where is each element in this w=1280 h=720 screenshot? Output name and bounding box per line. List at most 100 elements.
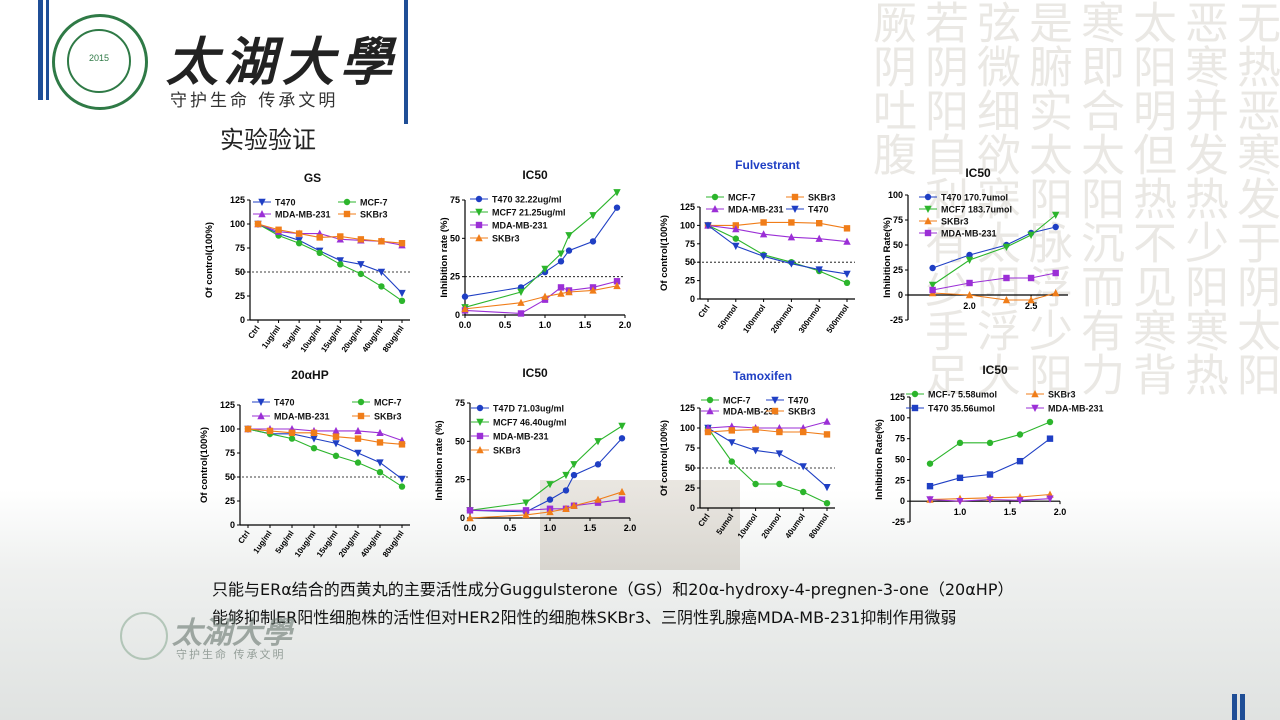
series-line-t470 [707,427,828,488]
series-line-mda-mb-231 [707,421,828,429]
legend-label-mcf-7: MCF-7 [728,193,756,203]
chart-gs-ic50: IC50 0 25 50 75 Inhibition rate (%) 0.0 0.5 1.0 1… [439,168,631,330]
series-line-mda-mb-231 [707,224,848,243]
data-point-skbr3 [288,429,296,437]
x-tick-label: 100nmol [741,303,767,335]
chart-fulvestrant-ic50: IC50 -25 0 25 50 75 100 Inhibition Rate(%) 2.0 2.… [882,166,1068,325]
y-axis-label: Inhibition Rate(%) [874,419,885,500]
caption-line-2: 能够抑制ER阳性细胞株的活性但对HER2阳性的细胞株SKBr3、三阴性乳腺癌MD… [212,608,957,627]
x-tick-label: 1.5 [579,320,592,330]
background-calligraphy: 无热恶寒发于阴太阳恶寒并发热少阳寒热太阳明但热不见寒背寒即合太阳沉而有力是腑实太… [865,0,1280,396]
watermark-university-name: 太湖大學 [172,616,292,651]
x-tick-label: 1.5 [584,523,597,533]
data-point-mcf-7 [926,460,934,467]
data-point-mda-mb-231 [815,234,823,242]
data-point-skbr3 [378,238,385,245]
data-point-mcf7 [570,461,578,469]
y-tick-label: 100 [220,424,235,434]
x-tick-label: 500nmol [825,303,851,335]
data-point-t470 [1016,457,1024,465]
data-point-skbr3 [517,298,525,306]
y-tick-label: 75 [685,239,695,249]
x-tick-label: 50nmol [716,303,739,331]
legend-marker-t470 [911,404,919,412]
series-line-skbr3 [247,428,403,445]
y-tick-label: 0 [240,315,245,325]
y-tick-label: 25 [455,475,465,485]
legend-label-t470: T470 [808,205,829,215]
legend-marker-t470 [257,398,265,406]
y-tick-label: 0 [230,520,235,530]
university-name: 太湖大學 [166,32,399,93]
data-point-mda-mb-231 [466,507,474,514]
data-point-skbr3 [398,240,406,247]
y-tick-label: 100 [230,219,245,229]
legend-label-t47d: T47D 71.03ug/ml [493,404,564,414]
legend-marker-mda-mb-231 [706,407,714,415]
data-point-mcf7 [613,189,621,197]
legend-label-mcf-7: MCF-7 [723,396,751,406]
legend-label-mcf-7: MCF-7 [360,198,388,208]
data-point-mcf7 [522,499,530,507]
y-tick-label: 75 [455,398,465,408]
legend-label-mda-mb-231: MDA-MB-231 [723,407,779,417]
y-tick-label: 0 [898,290,903,300]
data-point-t470 [929,264,936,272]
data-point-skbr3 [562,504,570,512]
slide-title: 实验验证 [220,126,316,154]
data-point-mda-mb-231 [929,286,936,294]
data-point-mcf7 [517,288,525,296]
legend-marker-mcf7 [475,208,483,216]
series-line-t470 [247,428,403,480]
x-tick-label: 15ug/ml [315,529,340,559]
data-point-mcf-7 [800,488,807,496]
y-axis-label: Inhibition rate (%) [439,217,450,297]
data-point-mda-mb-231 [1016,497,1024,505]
y-axis-label: Of control(100%) [659,215,670,291]
data-point-skbr3 [760,219,767,226]
data-point-mda-mb-231 [618,496,626,503]
data-point-t470 [704,222,712,230]
legend-label-mda-mb-231: MDA-MB-231 [492,221,548,231]
data-point-skbr3 [354,435,362,442]
x-tick-label: 2.0 [1054,507,1067,517]
legend-marker-mcf-7 [706,396,714,404]
data-point-skbr3 [254,220,262,228]
legend-marker-mda-mb-231 [258,210,266,218]
x-tick-label: 1.0 [539,320,552,330]
legend-marker-mda-mb-231 [924,229,932,237]
data-point-t470 [354,449,362,457]
data-point-t470 [843,270,851,278]
legend-marker-mcf-7 [343,198,351,206]
data-point-mda-mb-231 [787,233,796,241]
y-tick-label: 75 [235,243,245,253]
data-point-mcf-7 [378,283,385,290]
data-point-skbr3 [1051,289,1060,297]
y-axis-label: Inhibition rate (%) [434,420,445,500]
seal-year: 2015 [88,53,110,63]
data-point-t47d [570,471,578,479]
y-tick-label: 75 [450,195,460,205]
y-tick-label: 125 [230,195,245,205]
data-point-mcf-7 [956,439,964,447]
chart-title: IC50 [522,366,548,380]
legend-marker-mda-mb-231 [476,432,484,440]
data-point-t470 [956,474,964,482]
legend-marker-skbr3 [475,234,483,242]
data-point-mda-mb-231 [732,225,740,233]
legend-label-skbr3: SKBr3 [808,193,836,203]
series-line-mcf-7 [247,428,403,488]
data-point-mcf-7 [728,458,735,465]
data-point-skbr3 [788,219,795,226]
data-point-mcf-7 [752,480,759,488]
x-tick-label: 2.0 [963,301,976,311]
y-axis-label: Of control(100%) [659,420,670,496]
data-point-mcf7 [565,232,573,240]
university-seal-icon: 2015 [52,14,148,110]
y-tick-label: 100 [890,413,905,423]
data-point-t470 [1052,223,1059,231]
legend-marker-t470 [924,193,932,201]
brand-bar-left-2 [46,0,49,100]
data-point-mcf-7 [823,500,831,507]
x-tick-label: 1.0 [954,507,967,517]
